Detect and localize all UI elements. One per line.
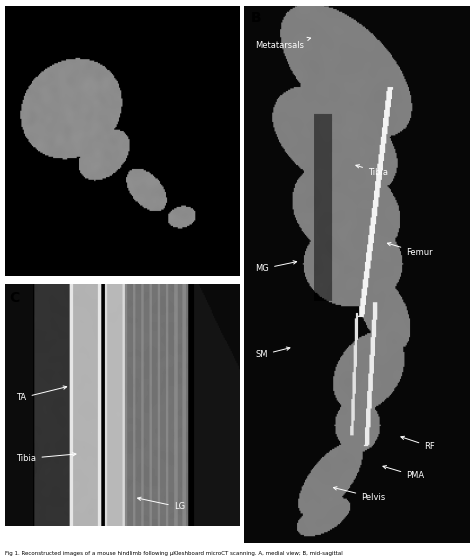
Text: B: B: [251, 11, 262, 25]
Text: Tibia: Tibia: [17, 453, 76, 463]
Text: TA: TA: [17, 386, 67, 403]
Text: LG: LG: [137, 497, 185, 511]
Text: Fig 1. Reconstructed images of a mouse hindlimb following μKleshboard microCT sc: Fig 1. Reconstructed images of a mouse h…: [5, 551, 343, 556]
Text: Tibia: Tibia: [356, 165, 388, 177]
Text: Pelvis: Pelvis: [333, 487, 385, 502]
Text: MG: MG: [255, 261, 297, 273]
Text: Metatarsals: Metatarsals: [255, 37, 310, 50]
Text: C: C: [9, 291, 20, 305]
Text: A: A: [9, 14, 20, 28]
Text: Femur: Femur: [387, 242, 433, 257]
Text: RF: RF: [401, 436, 435, 451]
Text: SM: SM: [255, 347, 290, 359]
Text: PMA: PMA: [383, 466, 424, 480]
